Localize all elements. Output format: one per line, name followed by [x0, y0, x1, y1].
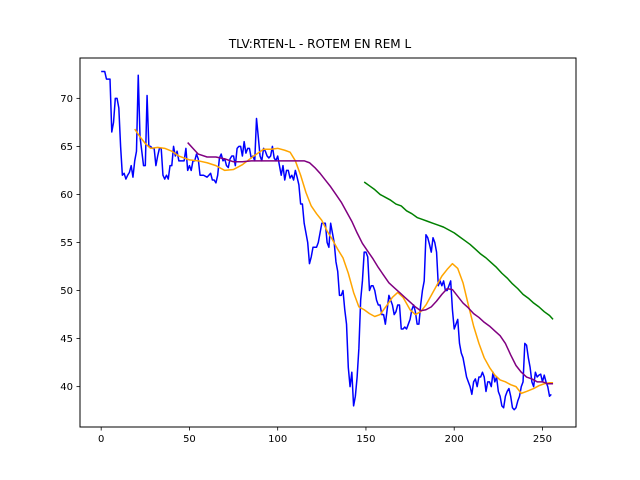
y-tick-label: 65 — [60, 142, 73, 153]
x-tick-label: 50 — [183, 434, 196, 445]
y-tick-label: 40 — [60, 382, 73, 393]
y-tick-label: 70 — [60, 94, 73, 105]
x-tick-label: 250 — [533, 434, 552, 445]
x-axis: 0 50 100 150 200 250 — [98, 427, 552, 445]
y-tick-label: 60 — [60, 190, 73, 201]
series-layer — [101, 70, 554, 411]
y-axis: 40 45 50 55 60 65 70 — [60, 94, 80, 393]
x-tick-label: 200 — [445, 434, 464, 445]
series-line-1 — [134, 128, 554, 395]
y-tick-label: 55 — [60, 238, 73, 249]
series-line-2 — [187, 142, 554, 385]
chart-title: TLV:RTEN-L - ROTEM EN REM L — [228, 37, 412, 51]
y-tick-label: 50 — [60, 286, 73, 297]
x-tick-label: 150 — [356, 434, 375, 445]
x-tick-label: 0 — [98, 434, 104, 445]
series-line-3 — [363, 181, 554, 320]
x-tick-label: 100 — [268, 434, 287, 445]
y-tick-label: 45 — [60, 334, 73, 345]
